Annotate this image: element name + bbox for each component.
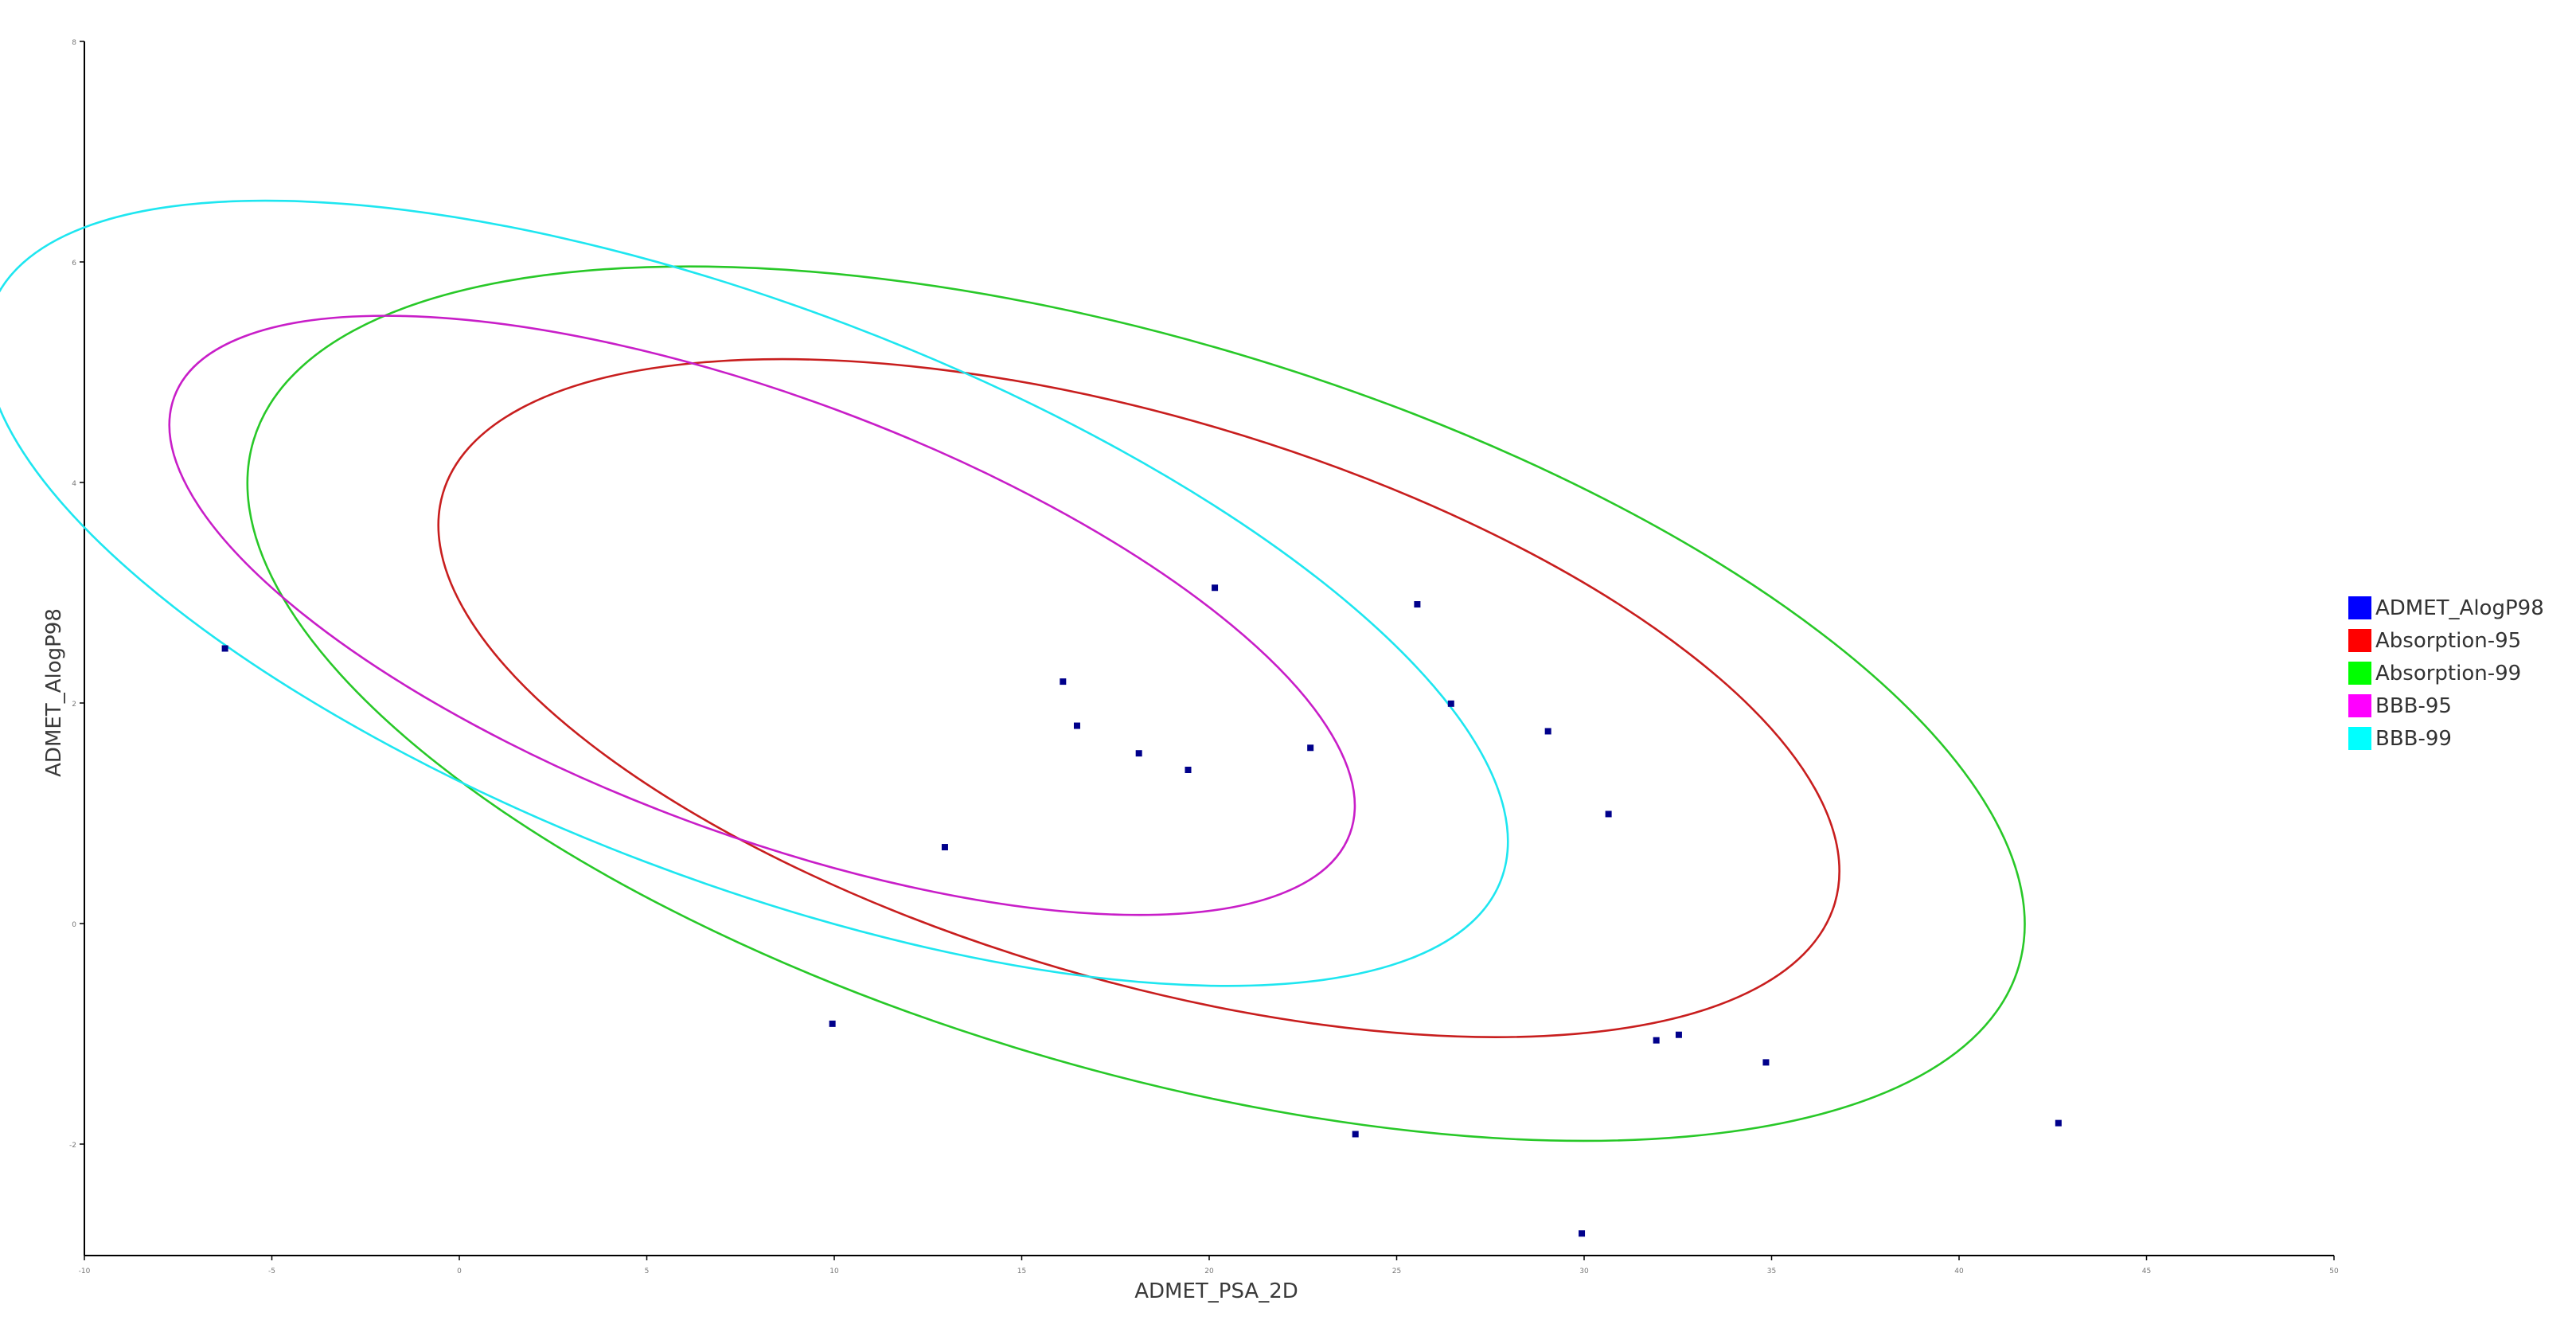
data-point [2055,1119,2062,1127]
data-point [1579,1230,1586,1237]
x-tick-label: 50 [2329,1267,2339,1275]
x-tick-label: 45 [2142,1267,2151,1275]
data-points [221,584,2062,1237]
data-point [1352,1131,1359,1138]
legend-label: Absorption-95 [2375,628,2522,653]
data-point [1185,767,1192,773]
data-point [1544,728,1551,735]
legend-swatch [2348,727,2371,750]
ellipse-bbb-99 [0,199,1509,987]
y-tick-label: 2 [72,701,76,709]
x-tick-label: 20 [1204,1267,1214,1275]
axes [80,41,2335,1260]
data-point [941,844,948,851]
legend-label: BBB-95 [2375,693,2452,718]
legend-swatch [2348,694,2371,717]
ellipse-absorption-99 [246,265,2026,1142]
x-tick-label: 15 [1017,1267,1026,1275]
legend-swatch [2348,629,2371,652]
data-point [1060,678,1067,685]
y-tick-label: 4 [72,480,76,488]
y-axis-title: ADMET_AlogP98 [42,608,66,777]
data-point [1212,584,1219,592]
x-tick-label: 10 [829,1267,839,1275]
legend-swatch [2348,662,2371,685]
legend-item: Absorption-95 [2348,624,2544,657]
x-tick-label: -10 [79,1267,91,1275]
x-axis-title: ADMET_PSA_2D [1134,1279,1298,1303]
x-tick-label: 25 [1392,1267,1401,1275]
legend: ADMET_AlogP98 Absorption-95 Absorption-99 B… [2348,592,2544,755]
data-point [1605,810,1612,818]
x-tick-label: -5 [268,1267,275,1275]
legend-label: ADMET_AlogP98 [2375,596,2544,620]
data-point [1675,1031,1682,1038]
y-tick-label: 8 [72,39,76,47]
legend-label: Absorption-99 [2375,661,2522,685]
data-point [1414,601,1421,608]
ellipse-bbb-95 [168,314,1356,916]
y-tick-label: 6 [72,260,76,268]
data-point [1653,1037,1660,1044]
legend-item: Absorption-99 [2348,657,2544,689]
data-point [221,645,228,652]
x-tick-label: 35 [1767,1267,1776,1275]
data-point [1073,722,1080,729]
x-tick-label: 30 [1579,1267,1589,1275]
legend-label: BBB-99 [2375,726,2452,751]
y-tick-label: 0 [72,921,76,929]
legend-item: BBB-99 [2348,722,2544,755]
data-point [1307,744,1314,752]
data-point [1447,700,1454,707]
data-point [1135,750,1142,757]
legend-item: BBB-95 [2348,689,2544,722]
data-point [829,1020,836,1027]
legend-swatch [2348,596,2371,619]
ellipse-absorption-95 [437,357,1840,1038]
y-tick-label: -2 [69,1142,76,1150]
x-tick-label: 5 [645,1267,650,1275]
confidence-ellipses [0,199,2026,1142]
x-tick-label: 40 [1954,1267,1964,1275]
x-tick-label: 0 [457,1267,462,1275]
data-point [1762,1059,1770,1066]
legend-item: ADMET_AlogP98 [2348,592,2544,624]
